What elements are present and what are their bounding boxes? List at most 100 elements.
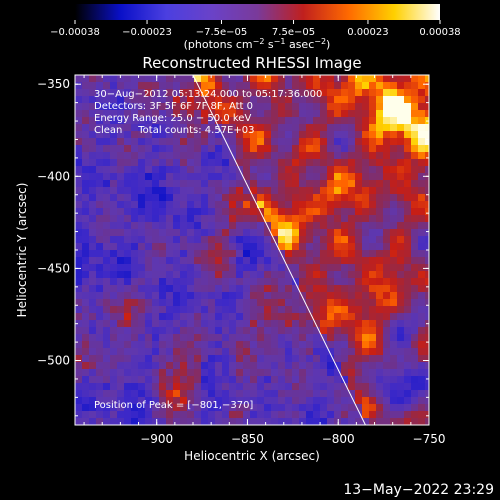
heatmap-cell xyxy=(201,201,209,209)
heatmap-cell xyxy=(166,117,174,125)
heatmap-cell xyxy=(390,236,398,244)
heatmap-cell xyxy=(278,299,286,307)
heatmap-cell xyxy=(313,89,321,97)
heatmap-cell xyxy=(341,96,349,104)
heatmap-cell xyxy=(110,264,118,272)
heatmap-cell xyxy=(145,341,153,349)
heatmap-cell xyxy=(292,215,300,223)
heatmap-cell xyxy=(187,257,195,265)
heatmap-cell xyxy=(201,124,209,132)
heatmap-cell xyxy=(306,369,314,377)
heatmap-cell xyxy=(334,215,342,223)
heatmap-cell xyxy=(313,292,321,300)
heatmap-cell xyxy=(341,201,349,209)
heatmap-cell xyxy=(166,89,174,97)
heatmap-cell xyxy=(299,124,307,132)
heatmap-cell xyxy=(215,152,223,160)
x-tick-label: −900 xyxy=(140,432,173,446)
heatmap-cell xyxy=(166,383,174,391)
heatmap-cell xyxy=(334,243,342,251)
heatmap-cell xyxy=(278,390,286,398)
heatmap-cell xyxy=(103,383,111,391)
heatmap-cell xyxy=(117,131,125,139)
heatmap-cell xyxy=(236,159,244,167)
heatmap-cell xyxy=(187,341,195,349)
heatmap-cell xyxy=(348,117,356,125)
heatmap-cell xyxy=(250,173,258,181)
heatmap-cell xyxy=(418,299,426,307)
heatmap-cell xyxy=(341,313,349,321)
heatmap-cell xyxy=(208,117,216,125)
heatmap-cell xyxy=(208,194,216,202)
heatmap-cell xyxy=(264,180,272,188)
heatmap-cell xyxy=(257,320,265,328)
heatmap-cell xyxy=(82,75,90,83)
heatmap-cell xyxy=(390,355,398,363)
heatmap-cell xyxy=(299,348,307,356)
heatmap-cell xyxy=(383,355,391,363)
heatmap-cell xyxy=(348,208,356,216)
heatmap-cell xyxy=(75,320,83,328)
heatmap-cell xyxy=(89,159,97,167)
heatmap-cell xyxy=(131,145,139,153)
heatmap-cell xyxy=(173,292,181,300)
heatmap-cell xyxy=(110,397,118,405)
heatmap-cell xyxy=(243,341,251,349)
heatmap-cell xyxy=(110,215,118,223)
heatmap-cell xyxy=(117,285,125,293)
heatmap-cell xyxy=(425,418,429,425)
heatmap-cell xyxy=(250,75,258,83)
heatmap-cell xyxy=(404,376,412,384)
heatmap-cell xyxy=(215,334,223,342)
heatmap-cell xyxy=(236,341,244,349)
heatmap-cell xyxy=(411,222,419,230)
heatmap-cell xyxy=(166,278,174,286)
heatmap-cell xyxy=(201,390,209,398)
heatmap-cell xyxy=(194,103,202,111)
heatmap-cell xyxy=(187,327,195,335)
heatmap-cell xyxy=(425,215,429,223)
heatmap-cell xyxy=(159,236,167,244)
heatmap-cell xyxy=(383,327,391,335)
heatmap-cell xyxy=(82,243,90,251)
heatmap-cell xyxy=(173,355,181,363)
heatmap-cell xyxy=(383,348,391,356)
heatmap-cell xyxy=(397,222,405,230)
heatmap-cell xyxy=(145,369,153,377)
heatmap-cell xyxy=(320,299,328,307)
heatmap-cell xyxy=(390,110,398,118)
heatmap-cell xyxy=(82,124,90,132)
heatmap-cell xyxy=(138,243,146,251)
heatmap-cell xyxy=(96,264,104,272)
heatmap-cell xyxy=(145,250,153,258)
heatmap-cell xyxy=(264,201,272,209)
heatmap-cell xyxy=(278,215,286,223)
heatmap-cell xyxy=(250,215,258,223)
heatmap-cell xyxy=(236,271,244,279)
heatmap-cell xyxy=(110,131,118,139)
heatmap-cell xyxy=(194,124,202,132)
heatmap-cell xyxy=(306,243,314,251)
heatmap-cell xyxy=(166,348,174,356)
heatmap-cell xyxy=(110,369,118,377)
heatmap-cell xyxy=(208,306,216,314)
colorbar-units: (photons cm−2 s−1 asec−2) xyxy=(184,37,331,51)
heatmap-cell xyxy=(229,341,237,349)
heatmap-cell xyxy=(131,89,139,97)
heatmap-cell xyxy=(285,166,293,174)
heatmap-cell xyxy=(208,236,216,244)
heatmap-cell xyxy=(362,194,370,202)
heatmap-cell xyxy=(96,362,104,370)
heatmap-cell xyxy=(425,110,429,118)
heatmap-cell xyxy=(306,327,314,335)
heatmap-cell xyxy=(187,292,195,300)
heatmap-cell xyxy=(180,369,188,377)
heatmap-cell xyxy=(425,229,429,237)
heatmap-cell xyxy=(159,334,167,342)
heatmap-cell xyxy=(145,208,153,216)
heatmap-cell xyxy=(215,110,223,118)
heatmap-cell xyxy=(292,278,300,286)
heatmap-cell xyxy=(327,124,335,132)
heatmap-cell xyxy=(110,299,118,307)
heatmap-cell xyxy=(208,271,216,279)
